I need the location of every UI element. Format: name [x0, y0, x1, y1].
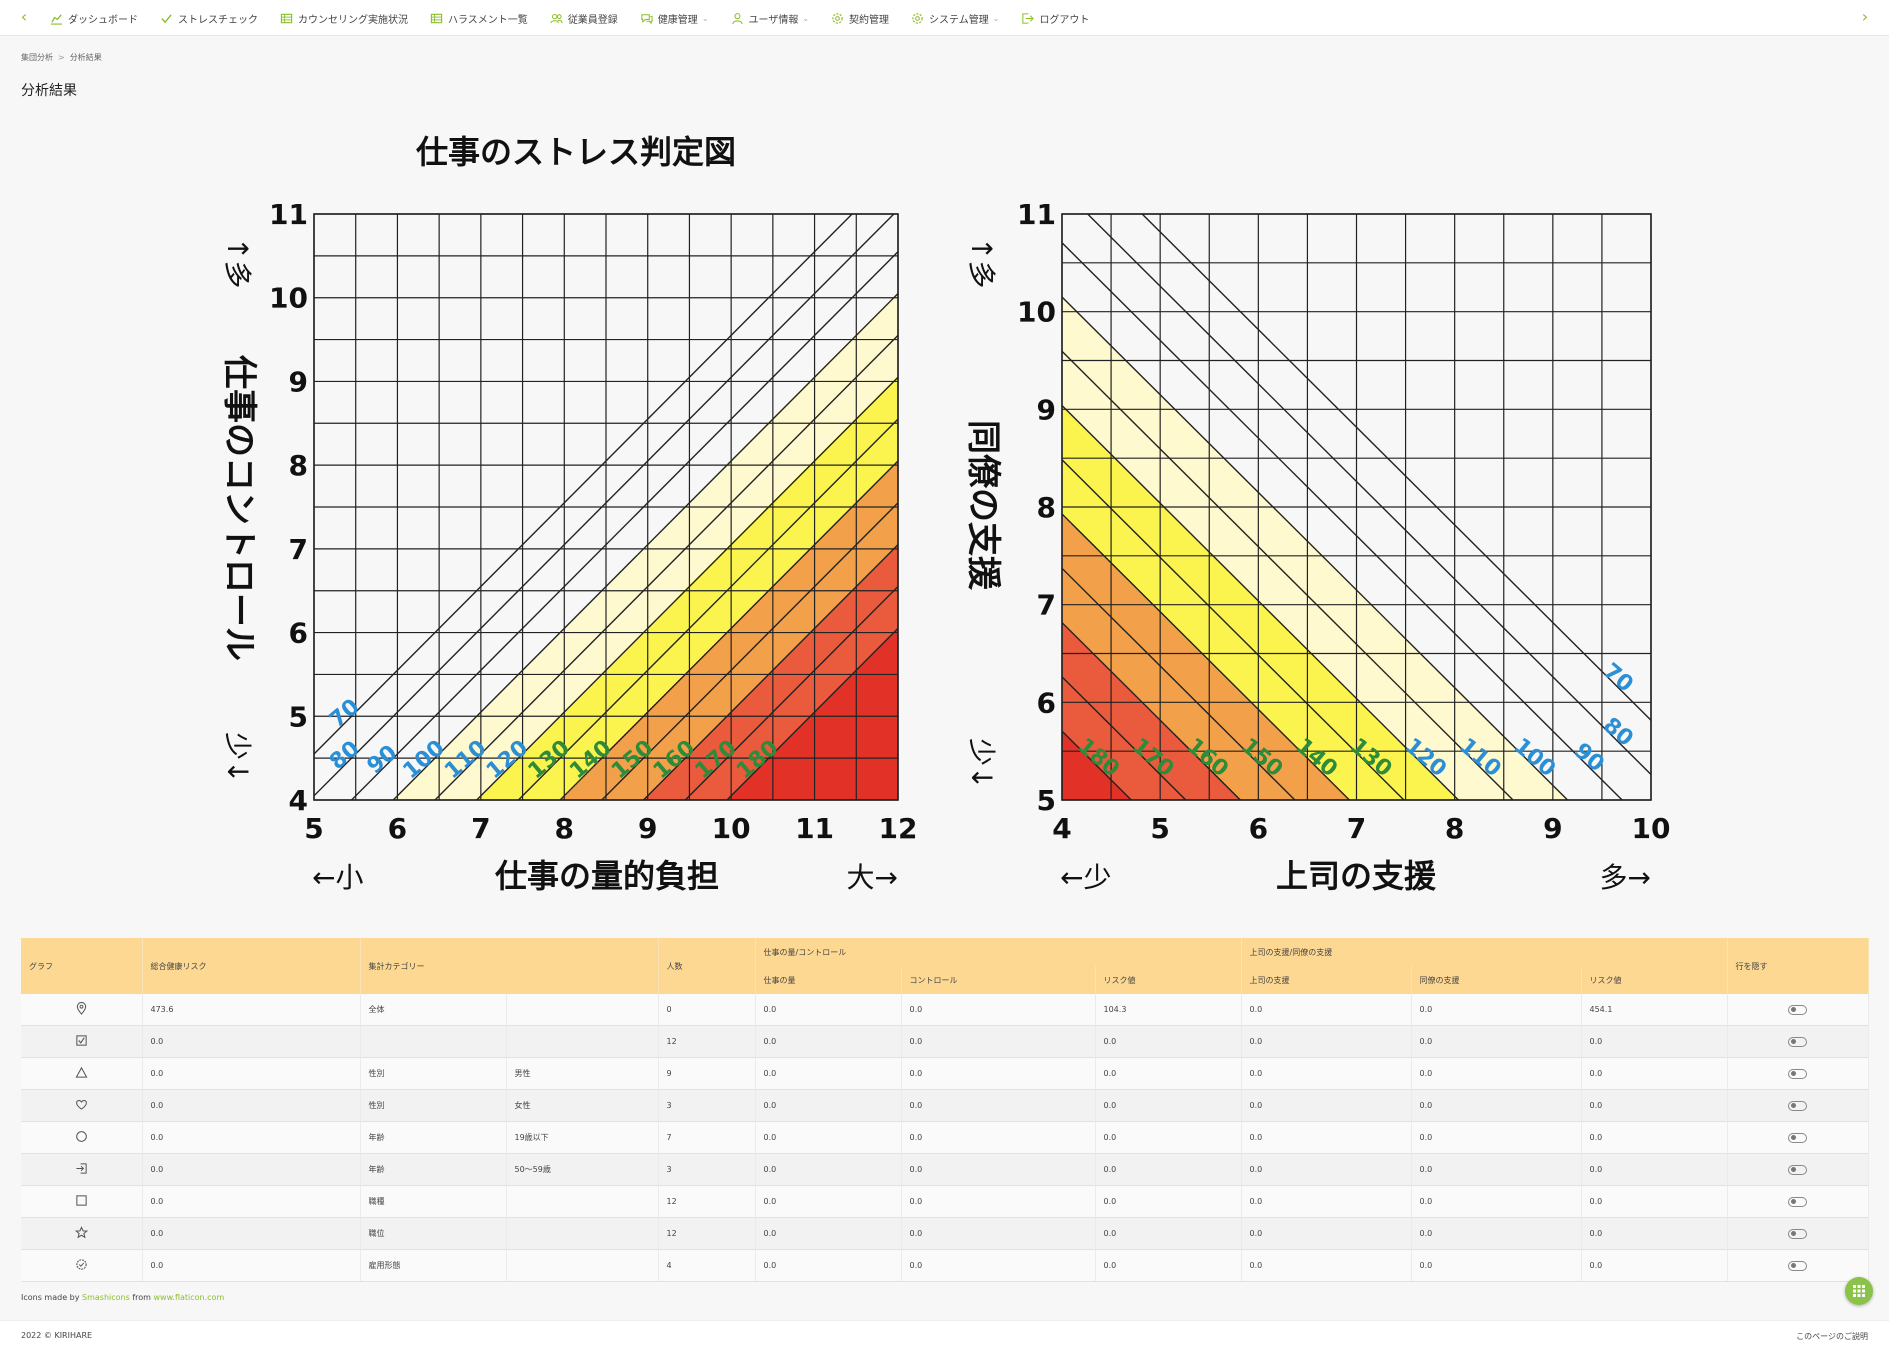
nav-item-label: ハラスメント一覧: [448, 11, 528, 26]
top-navigation-bar: ‹ ダッシュボード ストレスチェック カウンセリング実施状況 ハラスメント一覧 従業員登…: [0, 0, 1889, 36]
chevron-down-icon: ⌄: [802, 14, 809, 23]
nav-item-5[interactable]: 健康管理 ⌄: [640, 11, 709, 26]
gear-icon: [831, 12, 844, 25]
check-icon: [160, 12, 173, 25]
main-menu: ダッシュボード ストレスチェック カウンセリング実施状況 ハラスメント一覧 従業員登録 健…: [50, 0, 1111, 36]
nav-item-label: システム管理: [929, 11, 989, 26]
nav-item-label: ログアウト: [1039, 11, 1089, 26]
page-title: 分析結果: [21, 80, 77, 100]
nav-item-8[interactable]: システム管理 ⌄: [911, 11, 999, 26]
nav-item-label: ユーザ情報: [749, 11, 799, 26]
breadcrumb-item-group-analysis[interactable]: 集団分析: [21, 53, 53, 62]
breadcrumb: 集団分析 > 分析結果: [21, 52, 102, 63]
chart-icon: [50, 12, 63, 25]
chevron-down-icon: ⌄: [993, 14, 1000, 23]
nav-item-label: 契約管理: [849, 11, 889, 26]
nav-item-4[interactable]: 従業員登録: [550, 11, 618, 26]
nav-item-3[interactable]: ハラスメント一覧: [430, 11, 528, 26]
gear-icon: [911, 12, 924, 25]
nav-item-9[interactable]: ログアウト: [1021, 11, 1089, 26]
nav-item-6[interactable]: ユーザ情報 ⌄: [731, 11, 810, 26]
nav-item-label: 健康管理: [658, 11, 698, 26]
nav-item-0[interactable]: ダッシュボード: [50, 11, 138, 26]
nav-item-7[interactable]: 契約管理: [831, 11, 889, 26]
nav-item-2[interactable]: カウンセリング実施状況: [280, 11, 408, 26]
figure-title: 仕事のストレス判定図: [416, 133, 736, 171]
chevron-left-icon[interactable]: ‹: [16, 9, 32, 25]
nav-item-label: ストレスチェック: [178, 11, 258, 26]
table-icon: [430, 12, 443, 25]
chevron-down-icon: ⌄: [702, 14, 709, 23]
user-icon: [731, 12, 744, 25]
users-icon: [550, 12, 563, 25]
logout-icon: [1021, 12, 1034, 25]
breadcrumb-separator: >: [58, 53, 65, 62]
table-icon: [280, 12, 293, 25]
nav-item-label: ダッシュボード: [68, 11, 138, 26]
chevron-right-icon[interactable]: ›: [1857, 9, 1873, 25]
nav-item-label: カウンセリング実施状況: [298, 11, 408, 26]
breadcrumb-item-analysis-result: 分析結果: [70, 53, 102, 62]
nav-item-label: 従業員登録: [568, 11, 618, 26]
stress-judgment-figure: 仕事のストレス判定図 70809010011012013014015016017…: [200, 120, 1680, 910]
nav-item-1[interactable]: ストレスチェック: [160, 11, 258, 26]
chat-icon: [640, 12, 653, 25]
